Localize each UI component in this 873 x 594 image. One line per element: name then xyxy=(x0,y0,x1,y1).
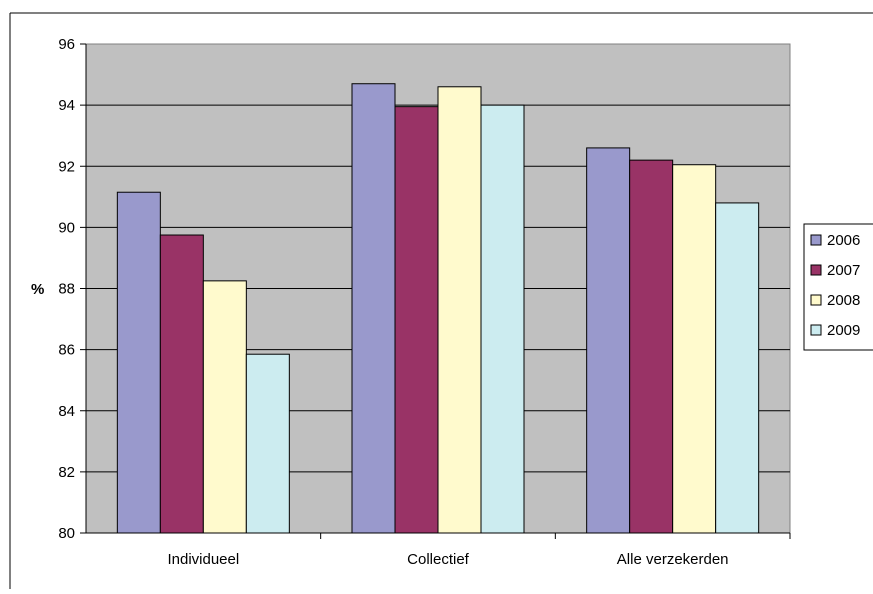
y-tick-label: 86 xyxy=(58,342,75,359)
x-tick-label: Collectief xyxy=(407,551,470,568)
y-tick-label: 96 xyxy=(58,36,75,53)
bar-2007-individueel xyxy=(159,234,204,534)
legend-label-2008: 2008 xyxy=(827,292,860,309)
legend: 2006 2007 2008 2009 xyxy=(803,223,873,351)
bars xyxy=(116,83,760,534)
y-tick-label: 94 xyxy=(58,97,75,114)
y-tick-label: 88 xyxy=(58,281,75,298)
legend-label-2007: 2007 xyxy=(827,262,860,279)
x-tick-label: Individueel xyxy=(167,551,239,568)
legend-label-2006: 2006 xyxy=(827,232,860,249)
bar-2006-alle-verzekerden xyxy=(586,147,631,534)
legend-swatch-2009 xyxy=(810,324,822,336)
y-tick-label: 82 xyxy=(58,464,75,481)
bar-2009-collectief xyxy=(480,104,525,534)
x-tick-label: Alle verzekerden xyxy=(617,551,729,568)
bar-2009-individueel xyxy=(245,353,290,534)
legend-label-2009: 2009 xyxy=(827,322,860,339)
legend-swatch-2008 xyxy=(810,294,822,306)
bar-2006-individueel xyxy=(116,191,161,534)
legend-swatch-2006 xyxy=(810,234,822,246)
bar-2008-individueel xyxy=(202,280,247,534)
x-tick-labels: Individueel Collectief Alle verzekerden xyxy=(167,533,791,568)
legend-swatch-2007 xyxy=(810,264,822,276)
bar-2008-alle-verzekerden xyxy=(672,164,717,534)
y-tick-labels: 80 82 84 86 88 90 92 94 96 xyxy=(58,36,86,542)
bar-2006-collectief xyxy=(351,83,396,534)
y-axis-title: % xyxy=(31,281,44,298)
y-tick-label: 80 xyxy=(58,525,75,542)
y-tick-label: 84 xyxy=(58,403,75,420)
bar-2007-collectief xyxy=(394,106,439,534)
bar-2009-alle-verzekerden xyxy=(715,202,760,534)
y-tick-label: 90 xyxy=(58,219,75,236)
bar-2007-alle-verzekerden xyxy=(629,159,674,534)
bar-2008-collectief xyxy=(437,86,482,534)
y-tick-label: 92 xyxy=(58,158,75,175)
